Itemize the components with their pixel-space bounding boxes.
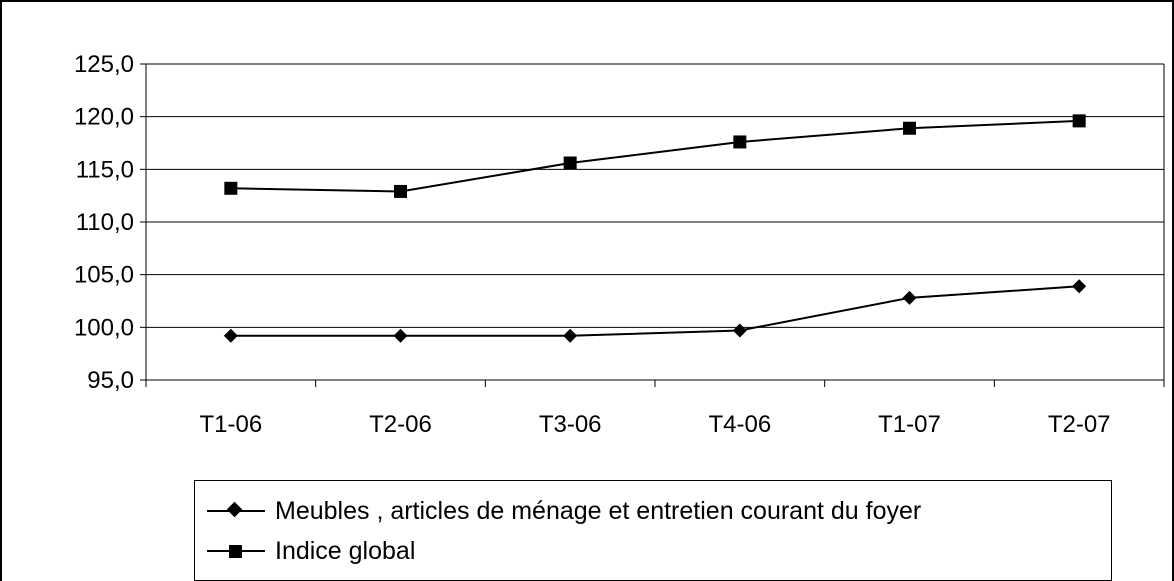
data-point-diamond bbox=[563, 328, 578, 343]
y-tick-label: 115,0 bbox=[76, 156, 134, 183]
x-tick-labels: T1-06 T2-06 T3-06 T4-06 T1-07 T2-07 bbox=[199, 411, 1110, 438]
axes bbox=[140, 63, 1165, 387]
y-tick-label: 125,0 bbox=[74, 51, 134, 78]
data-point-square bbox=[1072, 114, 1086, 128]
y-tick-label: 100,0 bbox=[74, 314, 134, 341]
legend: Meubles , articles de ménage et entretie… bbox=[194, 480, 1112, 581]
legend-label-global-index: Indice global bbox=[275, 536, 416, 565]
data-point-square bbox=[224, 181, 238, 195]
legend-label-furniture: Meubles , articles de ménage et entretie… bbox=[275, 496, 922, 525]
x-tick-label: T1-06 bbox=[199, 411, 262, 438]
data-point-diamond bbox=[223, 328, 238, 343]
data-point-square bbox=[733, 135, 747, 149]
y-tick-label: 95,0 bbox=[87, 367, 134, 394]
y-tick-label: 110,0 bbox=[76, 209, 134, 236]
legend-entry-global-index: Indice global bbox=[195, 533, 415, 569]
x-tick-label: T3-06 bbox=[539, 411, 602, 438]
legend-entry-furniture: Meubles , articles de ménage et entretie… bbox=[195, 493, 921, 529]
x-tick-label: T4-06 bbox=[708, 411, 771, 438]
y-tick-labels: 95,0 100,0 105,0 110,0 115,0 120,0 125,0 bbox=[74, 51, 134, 394]
series-line-global-index bbox=[230, 119, 1080, 193]
y-tick-label: 105,0 bbox=[74, 262, 134, 289]
legend-square-line-icon bbox=[195, 533, 279, 569]
x-tick-label: T2-07 bbox=[1048, 411, 1111, 438]
data-point-square bbox=[563, 156, 577, 170]
data-point-diamond bbox=[902, 290, 917, 305]
data-point-square bbox=[903, 121, 916, 135]
legend-diamond-line-icon bbox=[195, 493, 279, 529]
data-point-diamond bbox=[393, 328, 408, 343]
data-point-diamond bbox=[732, 323, 747, 338]
data-point-square bbox=[394, 184, 407, 198]
data-point-diamond bbox=[1072, 279, 1087, 294]
x-tick-label: T2-06 bbox=[369, 411, 432, 438]
series-lines bbox=[230, 119, 1080, 337]
series-line-furniture bbox=[230, 285, 1080, 337]
series-markers bbox=[223, 114, 1087, 343]
gridlines bbox=[146, 63, 1164, 328]
x-tick-label: T1-07 bbox=[878, 411, 941, 438]
y-tick-label: 120,0 bbox=[74, 104, 134, 131]
